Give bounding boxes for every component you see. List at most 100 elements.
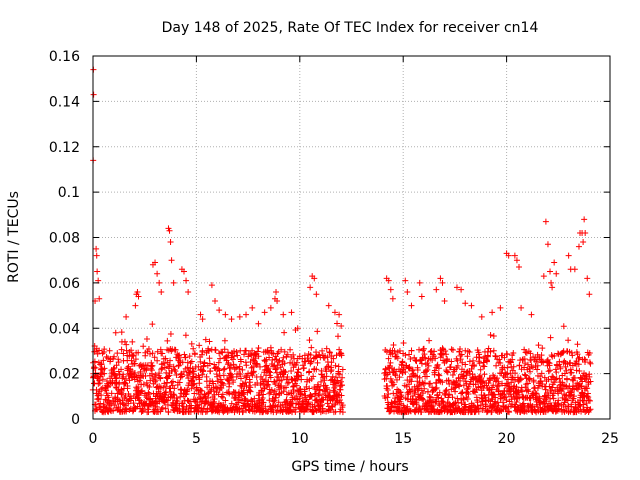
roti-point <box>337 386 344 393</box>
roti-point <box>278 346 285 353</box>
roti-point <box>388 378 395 385</box>
roti-point <box>315 383 322 390</box>
roti-point <box>541 374 548 381</box>
roti-point <box>101 370 108 377</box>
roti-point <box>413 397 420 404</box>
roti-point <box>516 362 523 369</box>
roti-point <box>274 298 281 305</box>
roti-point <box>219 394 226 401</box>
roti-point <box>186 353 193 360</box>
roti-point <box>450 346 456 353</box>
roti-point <box>544 241 551 248</box>
roti-point <box>553 270 560 277</box>
roti-point <box>393 376 400 383</box>
roti-point <box>123 313 130 320</box>
roti-point <box>525 388 532 395</box>
roti-point <box>130 352 137 359</box>
roti-point <box>391 348 398 355</box>
roti-point <box>569 352 576 359</box>
roti-point <box>444 355 451 362</box>
roti-point <box>129 408 136 415</box>
roti-point <box>251 395 258 402</box>
roti-point <box>546 367 553 374</box>
roti-point <box>206 338 213 345</box>
roti-point <box>522 372 529 379</box>
roti-point <box>418 293 425 300</box>
x-tick-label: 10 <box>291 431 309 447</box>
roti-point <box>96 295 103 302</box>
roti-point <box>243 311 250 318</box>
roti-point <box>191 390 198 397</box>
roti-point <box>152 371 159 378</box>
roti-point <box>113 362 120 369</box>
roti-point <box>114 350 121 357</box>
roti-point <box>221 337 228 344</box>
roti-point <box>249 304 256 311</box>
roti-point <box>328 403 335 410</box>
roti-point <box>418 408 425 415</box>
roti-point <box>584 275 591 282</box>
roti-point <box>138 388 145 395</box>
roti-point <box>568 369 575 376</box>
roti-point <box>228 374 235 381</box>
roti-point <box>414 367 421 374</box>
roti-point <box>549 373 556 380</box>
roti-point <box>257 381 264 388</box>
roti-point <box>306 385 313 392</box>
roti-point <box>189 374 196 381</box>
roti-point <box>582 356 589 363</box>
roti-point <box>274 362 281 369</box>
roti-point <box>393 368 400 375</box>
roti-point <box>175 362 182 369</box>
roti-point <box>458 286 465 293</box>
roti-point <box>243 362 250 369</box>
roti-point <box>96 377 103 384</box>
roti-point <box>435 400 442 407</box>
roti-point <box>576 354 583 361</box>
roti-point <box>116 379 123 386</box>
roti-point <box>421 379 428 386</box>
roti-point <box>156 279 163 286</box>
roti-point <box>247 388 254 395</box>
roti-point <box>335 391 342 398</box>
roti-point <box>205 394 212 401</box>
roti-point <box>332 362 339 369</box>
roti-point <box>176 379 183 386</box>
roti-point <box>323 345 330 352</box>
roti-point <box>465 390 472 397</box>
roti-point <box>339 374 346 381</box>
roti-point <box>208 282 215 289</box>
x-tick-label: 25 <box>601 431 619 447</box>
roti-point <box>495 378 502 385</box>
roti-point <box>442 348 449 355</box>
roti-point <box>265 381 272 388</box>
roti-point <box>184 364 191 371</box>
roti-point <box>575 361 582 368</box>
roti-point <box>513 399 520 406</box>
roti-point <box>188 358 195 365</box>
roti-point <box>91 380 98 387</box>
roti-point <box>581 216 588 223</box>
roti-point <box>118 329 125 336</box>
roti-point <box>492 353 499 360</box>
roti-point <box>110 407 117 414</box>
roti-point <box>439 379 446 386</box>
roti-point <box>487 348 494 355</box>
roti-point <box>220 366 227 373</box>
roti-point <box>328 367 335 374</box>
roti-point <box>293 393 300 399</box>
roti-point <box>294 325 301 332</box>
roti-point <box>387 286 394 293</box>
roti-point <box>282 384 289 391</box>
roti-point <box>202 336 209 343</box>
roti-point <box>406 351 413 358</box>
roti-point <box>548 279 555 286</box>
roti-point <box>584 385 591 392</box>
roti-point <box>396 347 403 354</box>
roti-point <box>448 358 455 365</box>
roti-point <box>206 355 213 362</box>
roti-point <box>460 396 467 403</box>
roti-point <box>166 227 173 234</box>
roti-point <box>266 397 273 404</box>
roti-point <box>219 349 226 356</box>
